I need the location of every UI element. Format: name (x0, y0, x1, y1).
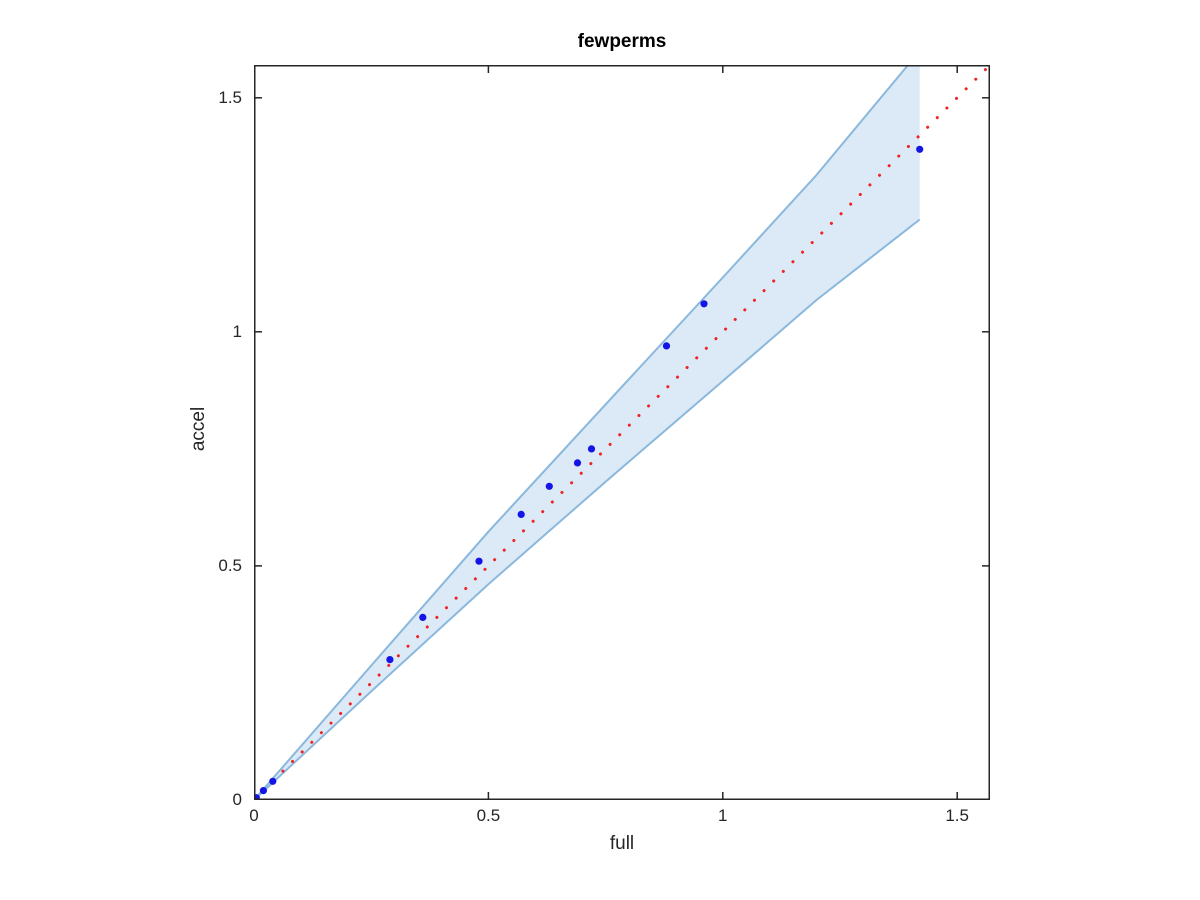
plot-area (254, 65, 990, 800)
axes-frame (254, 65, 990, 800)
data-point (517, 510, 525, 518)
x-tick-label: 0 (249, 806, 259, 825)
y-tick-label: 0.5 (218, 555, 242, 575)
y-tick-label: 0 (232, 790, 242, 809)
confidence-band-upper-edge (254, 65, 910, 800)
data-point (545, 482, 553, 490)
x-tick-label: 1.5 (945, 806, 969, 825)
plot-title: fewperms (577, 31, 667, 52)
data-point (662, 342, 671, 350)
x-axis-label: full (609, 833, 635, 854)
data-point (259, 787, 267, 795)
y-tick-label: 1 (232, 321, 242, 341)
x-tick-label: 1 (718, 806, 728, 825)
data-point (269, 777, 277, 785)
data-point (587, 445, 596, 453)
confidence-band-fill (254, 65, 920, 800)
y-tick-label: 1.5 (218, 87, 242, 107)
data-point (475, 557, 483, 565)
data-point (573, 459, 582, 467)
plot-canvas (254, 65, 990, 800)
data-point (419, 613, 427, 622)
confidence-band-lower-edge (254, 218, 921, 800)
data-point (700, 300, 708, 308)
x-tick-label: 0.5 (476, 806, 501, 825)
data-point (916, 145, 924, 153)
data-point (386, 656, 394, 664)
y-axis-label: accel (188, 406, 209, 452)
